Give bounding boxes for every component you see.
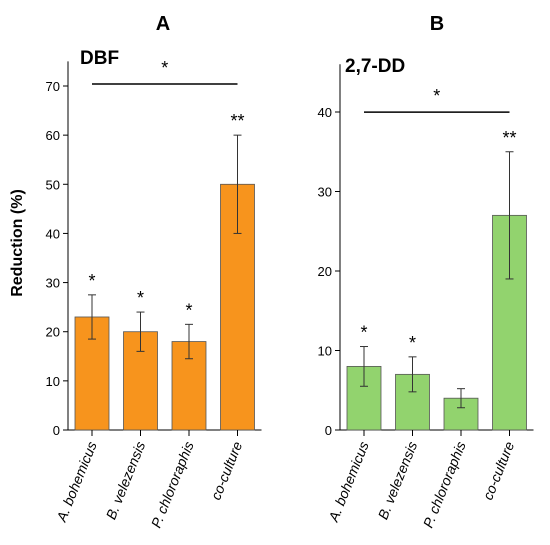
y-tick-label: 0: [53, 423, 60, 438]
panel-b-letter: B: [430, 13, 444, 35]
category-label: P. chlororaphis: [148, 439, 197, 530]
significance-marker: **: [230, 111, 244, 131]
significance-marker: *: [137, 288, 144, 308]
y-tick-label: 20: [318, 264, 332, 279]
comparison-marker: *: [433, 86, 440, 106]
y-tick-label: 10: [318, 344, 332, 359]
plot-a: 0 10 20 30 40 50 60 70 * A. bohemicus * B. velezens…: [46, 58, 262, 530]
panel-a-letter: A: [156, 13, 170, 35]
significance-marker: *: [409, 333, 416, 353]
significance-marker: *: [185, 300, 192, 320]
y-tick-label: 70: [46, 79, 60, 94]
significance-marker: *: [88, 271, 95, 291]
panel-a-title: DBF: [80, 48, 119, 69]
comparison-marker: *: [161, 58, 168, 78]
y-tick-label: 30: [318, 185, 332, 200]
y-tick-label: 10: [46, 374, 60, 389]
category-label: B. velezensis: [103, 439, 149, 521]
y-tick-label: 0: [325, 423, 332, 438]
category-label: co-culture: [479, 439, 517, 502]
y-tick-label: 40: [46, 226, 60, 241]
y-tick-label: 20: [46, 325, 60, 340]
y-tick-label: 60: [46, 128, 60, 143]
y-axis-label: Reduction (%): [9, 189, 26, 297]
significance-marker: **: [502, 128, 516, 148]
category-label: B. velezensis: [375, 439, 421, 521]
significance-marker: *: [360, 323, 367, 343]
y-tick-label: 50: [46, 177, 60, 192]
category-label: A. bohemicus: [53, 439, 100, 525]
y-tick-label: 40: [318, 105, 332, 120]
y-tick-label: 30: [46, 276, 60, 291]
category-label: P. chlororaphis: [420, 439, 469, 530]
panel-b-title: 2,7-DD: [345, 56, 405, 77]
panel-b: B 2,7-DD 0 10 20 30 40 * A. bohemicus * B. velez…: [318, 13, 534, 530]
panel-a: A DBF Reduction (%) 0 10 20 30 40 50 60 70 * A. b…: [9, 13, 262, 530]
plot-b: 0 10 20 30 40 * A. bohemicus * B. velezensis P. c…: [318, 64, 534, 530]
category-label: co-culture: [207, 439, 245, 502]
category-label: A. bohemicus: [325, 439, 372, 525]
